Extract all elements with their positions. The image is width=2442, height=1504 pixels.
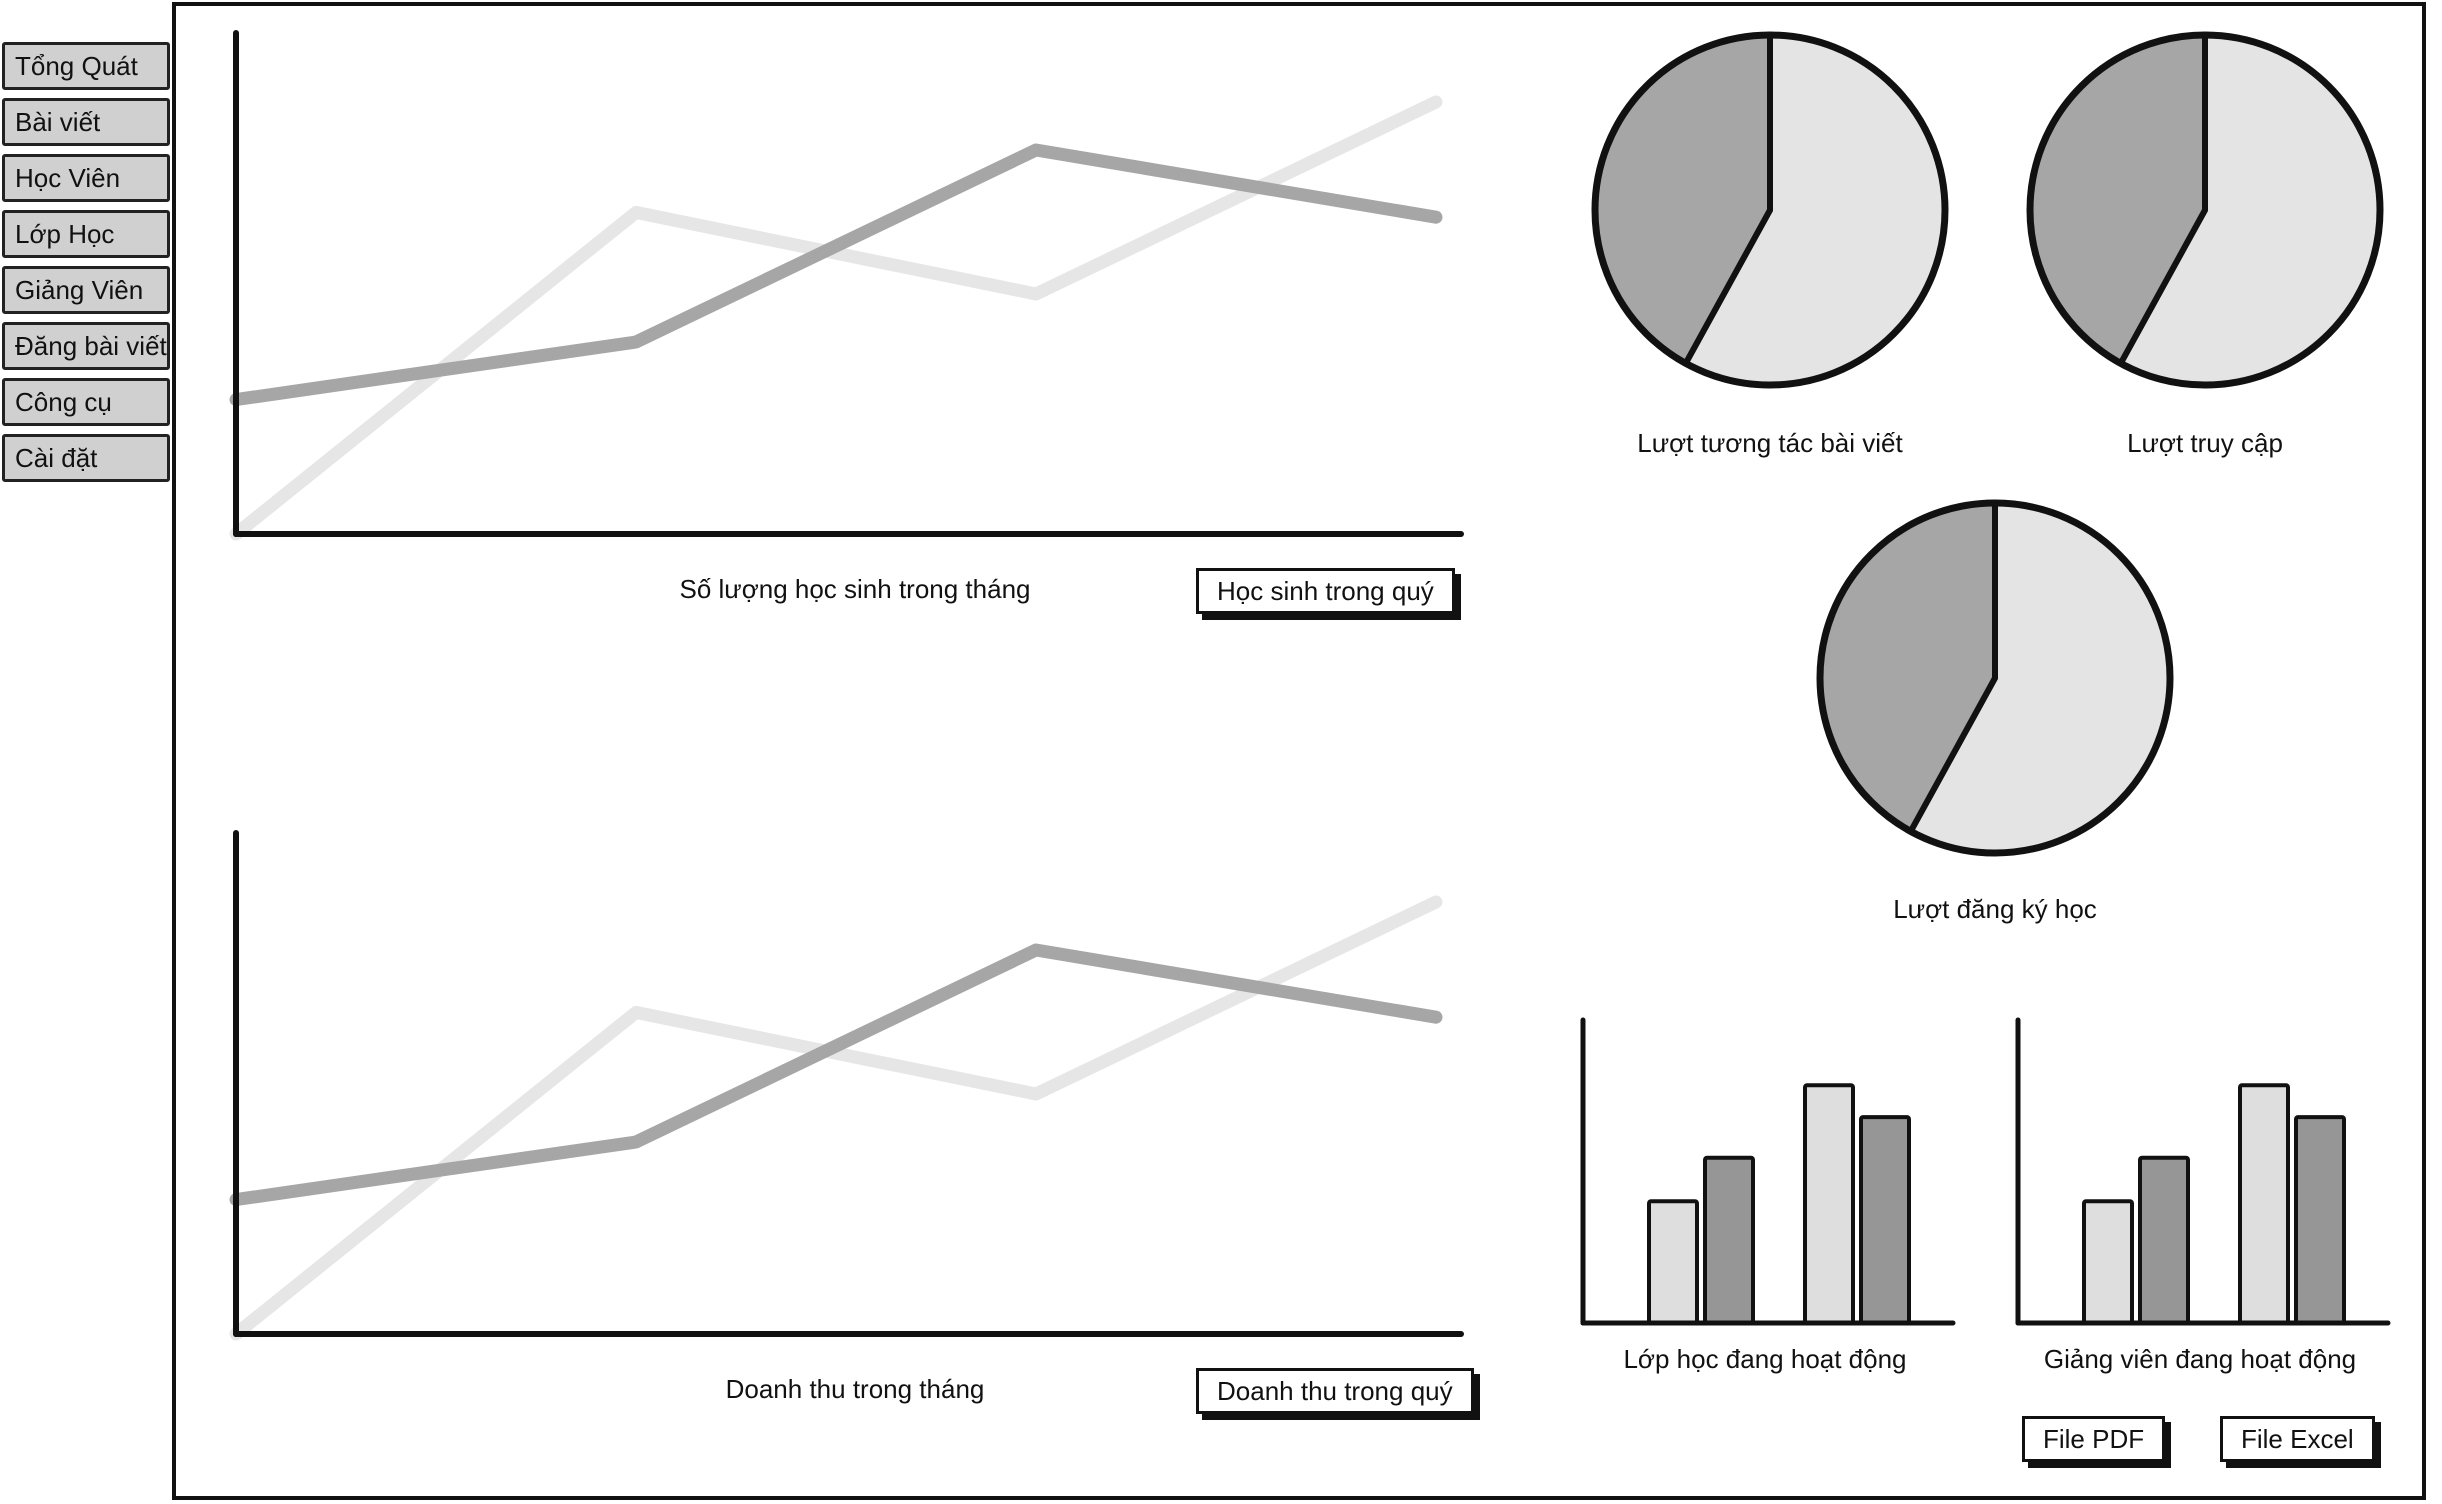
sidebar-item-giang-vien[interactable]: Giảng Viên [2,266,170,314]
bar-2-1 [2238,1083,2290,1325]
active-teachers-bar-chart [2015,1017,2391,1326]
post-interactions-caption: Lượt tương tác bài viết [1637,428,1903,458]
revenue-quarter-button[interactable]: Doanh thu trong quý [1196,1368,1474,1414]
visits-caption: Lượt truy cập [2127,428,2283,458]
bar-2-2 [2294,1115,2346,1325]
visits-pie [2026,31,2384,389]
registrations-caption: Lượt đăng ký học [1893,894,2097,924]
students-line-chart [229,30,1464,541]
bar-1-1 [1647,1199,1699,1325]
revenue-chart-caption: Doanh thu trong tháng [725,1374,985,1404]
bar-1-2 [2138,1155,2190,1325]
registrations-pie [1816,499,2174,857]
sidebar-item-bai-viet[interactable]: Bài viết [2,98,170,146]
file-pdf-button[interactable]: File PDF [2022,1416,2166,1462]
active-classes-caption: Lớp học đang hoạt động [1623,1344,1907,1374]
sidebar-item-cong-cu[interactable]: Công cụ [2,378,170,426]
pie-outline [1816,499,2174,857]
pie-outline [1591,31,1949,389]
students-quarter-button[interactable]: Học sinh trong quý [1196,568,1455,614]
students-chart-caption: Số lượng học sinh trong tháng [679,574,1031,604]
sidebar-item-dang-bai-viet[interactable]: Đăng bài viết [2,322,170,370]
file-excel-button[interactable]: File Excel [2220,1416,2375,1462]
line-series-1 [229,895,1443,1341]
active-teachers-caption: Giảng viên đang hoạt động [2043,1344,2357,1374]
pie-outline [2026,31,2384,389]
revenue-line-chart [229,830,1464,1341]
post-interactions-pie [1591,31,1949,389]
line-series-2 [229,143,1443,407]
sidebar-item-lop-hoc[interactable]: Lớp Học [2,210,170,258]
line-series-1 [229,95,1443,541]
bar-1-1 [2082,1199,2134,1325]
sidebar-item-hoc-vien[interactable]: Học Viên [2,154,170,202]
bar-2-1 [1803,1083,1855,1325]
bar-2-2 [1859,1115,1911,1325]
line-series-2 [229,943,1443,1207]
sidebar-item-tong-quat[interactable]: Tổng Quát [2,42,170,90]
bar-1-2 [1703,1155,1755,1325]
sidebar-item-cai-dat[interactable]: Cài đặt [2,434,170,482]
active-classes-bar-chart [1580,1017,1956,1326]
